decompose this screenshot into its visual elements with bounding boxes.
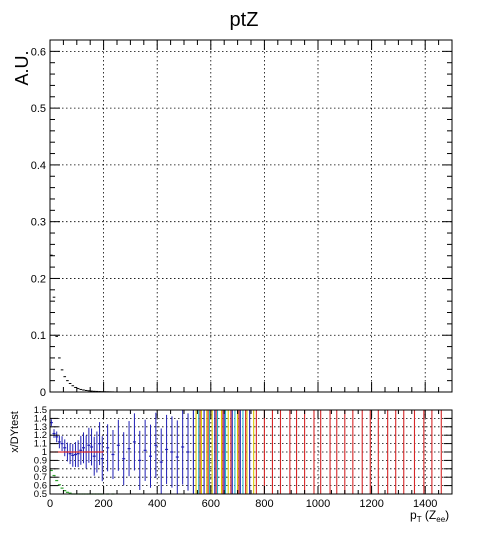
bottom-grid bbox=[50, 410, 452, 494]
bottom-xtick-label-1: 200 bbox=[94, 498, 112, 510]
bottom-ytick-label-1: 0.6 bbox=[34, 481, 47, 492]
bottom-vlines bbox=[192, 410, 442, 494]
top-ytick-label-4: 0.4 bbox=[31, 160, 46, 172]
top-series bbox=[50, 254, 115, 393]
bottom-ytick-label-10: 1.5 bbox=[34, 405, 47, 416]
xlabel-end: ) bbox=[445, 508, 449, 522]
top-y-axis-label: A.U. bbox=[12, 50, 32, 85]
bottom-xtick-label-5: 1000 bbox=[306, 498, 330, 510]
top-grid bbox=[50, 40, 452, 392]
bottom-x-axis-label: pT (Zee) bbox=[410, 508, 449, 524]
top-ytick-label-5: 0.5 bbox=[31, 103, 46, 115]
top-axes: 0 0.1 0.2 0.3 0.4 0.5 0.6 bbox=[31, 39, 453, 399]
top-ytick-label-6: 0.6 bbox=[31, 46, 46, 58]
top-ytick-label-0: 0 bbox=[40, 387, 46, 399]
bottom-y-axis-label: x/DYtest bbox=[9, 411, 21, 453]
bottom-xtick-label-7: 1400 bbox=[413, 498, 437, 510]
xlabel-sub1: T bbox=[417, 515, 422, 524]
bottom-ytick-label-4: 0.9 bbox=[34, 455, 47, 466]
bottom-xtick-label-0: 0 bbox=[47, 498, 53, 510]
bottom-ytick-label-0: 0.5 bbox=[34, 489, 47, 500]
top-ytick-label-3: 0.3 bbox=[31, 217, 46, 229]
bottom-xtick-label-3: 600 bbox=[202, 498, 220, 510]
bottom-xtick-label-6: 1200 bbox=[359, 498, 383, 510]
xlabel-sub2: ee bbox=[436, 515, 445, 524]
bottom-xtick-label-2: 400 bbox=[148, 498, 166, 510]
top-ytick-label-2: 0.2 bbox=[31, 273, 46, 285]
xlabel-main: p bbox=[410, 508, 417, 522]
bottom-ytick-label-2: 0.7 bbox=[34, 472, 47, 483]
bottom-ytick-label-8: 1.3 bbox=[34, 422, 47, 433]
top-ytick-label-1: 0.1 bbox=[31, 330, 46, 342]
bottom-ytick-label-5: 1 bbox=[42, 447, 47, 458]
chart-title: ptZ bbox=[230, 9, 259, 31]
bottom-ytick-label-3: 0.8 bbox=[34, 464, 47, 475]
top-plot-frame bbox=[49, 39, 453, 393]
bottom-ytick-label-9: 1.4 bbox=[34, 413, 47, 424]
bottom-ytick-label-7: 1.2 bbox=[34, 430, 47, 441]
xlabel-mid: (Z bbox=[422, 508, 437, 522]
bottom-series bbox=[49, 410, 190, 495]
bottom-axes: 0.50.60.70.80.911.11.21.31.41.5 0 200 400 60… bbox=[34, 405, 453, 510]
bottom-ytick-label-6: 1.1 bbox=[34, 439, 47, 450]
bottom-xtick-label-4: 800 bbox=[255, 498, 273, 510]
